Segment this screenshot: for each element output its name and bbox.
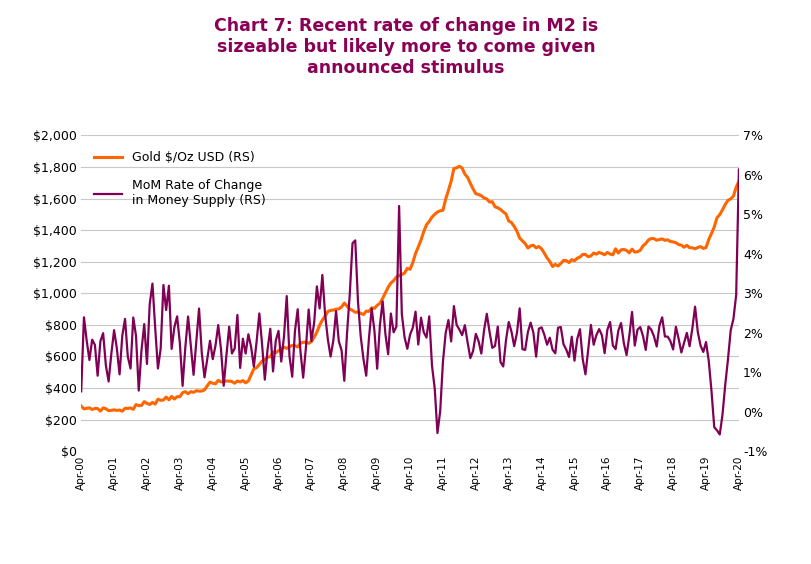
Text: Chart 7: Recent rate of change in M2 is
sizeable but likely more to come given
a: Chart 7: Recent rate of change in M2 is … [213, 17, 598, 77]
Legend: Gold $/Oz USD (RS), MoM Rate of Change
in Money Supply (RS): Gold $/Oz USD (RS), MoM Rate of Change i… [94, 151, 265, 207]
